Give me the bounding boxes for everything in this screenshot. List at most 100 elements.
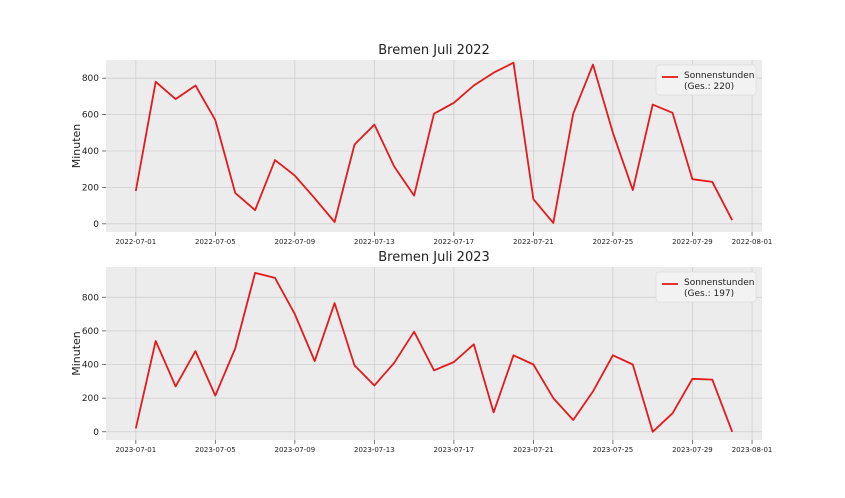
y-tick-label: 800	[82, 74, 99, 84]
y-tick-label: 400	[82, 147, 99, 157]
data-point	[572, 113, 574, 115]
x-tick-label: 2022-07-01	[115, 238, 156, 246]
x-tick-label: 2022-07-13	[354, 238, 395, 246]
data-point	[711, 379, 713, 381]
data-point	[155, 340, 157, 342]
data-point	[632, 189, 634, 191]
x-tick-label: 2022-07-09	[275, 238, 316, 246]
x-tick-label: 2023-07-25	[593, 446, 634, 454]
data-point	[513, 62, 515, 64]
series-line	[134, 61, 733, 224]
data-point	[592, 64, 594, 66]
series-line	[134, 271, 734, 433]
data-point	[195, 350, 197, 352]
data-point	[453, 361, 455, 363]
data-point	[532, 198, 534, 200]
data-point	[473, 85, 475, 87]
legend-box	[655, 271, 757, 303]
y-tick-label: 600	[82, 111, 99, 121]
data-point	[135, 427, 137, 429]
data-point	[413, 331, 415, 333]
data-point	[632, 364, 634, 366]
chart-title: Bremen Juli 2022	[378, 43, 490, 58]
data-point	[214, 395, 216, 397]
data-point	[433, 369, 435, 371]
data-point	[314, 197, 316, 199]
x-tick-label: 2023-07-13	[354, 446, 395, 454]
data-point	[334, 302, 336, 304]
y-tick-label: 800	[82, 293, 99, 303]
data-point	[513, 354, 515, 356]
y-tick-label: 0	[93, 220, 99, 230]
legend-label: Sonnenstunden	[684, 71, 754, 81]
x-tick-label: 2023-07-21	[513, 446, 554, 454]
data-point	[711, 181, 713, 183]
x-tick-label: 2023-07-01	[115, 446, 156, 454]
data-point	[413, 195, 415, 197]
data-point	[294, 175, 296, 177]
data-point	[314, 360, 316, 362]
data-point	[552, 222, 554, 224]
x-tick-label: 2022-07-05	[195, 238, 236, 246]
data-point	[453, 102, 455, 104]
data-point	[572, 419, 574, 421]
data-point	[612, 132, 614, 134]
data-point	[195, 85, 197, 87]
data-point	[274, 277, 276, 279]
legend-label: Sonnenstunden	[684, 278, 754, 288]
data-point	[234, 192, 236, 194]
data-point	[254, 272, 256, 274]
data-point	[354, 364, 356, 366]
x-tick-label: 2022-07-29	[672, 238, 713, 246]
legend-label-line2: (Ges.: 197)	[684, 289, 734, 299]
data-point	[552, 397, 554, 399]
data-point	[731, 431, 733, 433]
x-tick-label: 2023-08-01	[732, 446, 773, 454]
data-point	[373, 385, 375, 387]
data-point	[354, 144, 356, 146]
y-tick-label: 0	[93, 428, 99, 438]
x-tick-label: 2022-07-25	[593, 238, 634, 246]
data-point	[493, 72, 495, 74]
data-point	[433, 113, 435, 115]
data-point	[175, 385, 177, 387]
data-point	[155, 81, 157, 83]
data-point	[393, 166, 395, 168]
legend-box	[655, 64, 757, 96]
legend-label-line2: (Ges.: 220)	[684, 82, 734, 92]
data-point	[672, 412, 674, 414]
y-axis-label: Minuten	[70, 124, 83, 169]
data-point	[473, 343, 475, 345]
x-tick-label: 2023-07-09	[275, 446, 316, 454]
data-point	[393, 362, 395, 364]
data-point	[731, 219, 733, 221]
x-tick-label: 2023-07-05	[195, 446, 236, 454]
x-tick-label: 2023-07-29	[672, 446, 713, 454]
data-point	[592, 391, 594, 393]
data-point	[234, 348, 236, 350]
data-point	[672, 112, 674, 114]
x-tick-label: 2023-07-17	[434, 446, 475, 454]
data-point	[135, 190, 137, 192]
data-point	[373, 124, 375, 126]
data-point	[294, 313, 296, 315]
y-axis-label: Minuten	[70, 331, 83, 376]
data-point	[532, 364, 534, 366]
data-point	[175, 98, 177, 100]
chart-title: Bremen Juli 2023	[378, 250, 490, 265]
y-tick-label: 600	[82, 327, 99, 337]
y-tick-label: 200	[82, 394, 99, 404]
data-point	[214, 119, 216, 121]
data-point	[652, 431, 654, 433]
data-point	[692, 378, 694, 380]
data-point	[612, 354, 614, 356]
data-point	[493, 412, 495, 414]
x-tick-label: 2022-07-17	[434, 238, 475, 246]
data-point	[274, 159, 276, 161]
data-point	[692, 178, 694, 180]
data-point	[254, 209, 256, 211]
data-point	[652, 104, 654, 106]
data-point	[334, 221, 336, 223]
y-tick-label: 200	[82, 183, 99, 193]
